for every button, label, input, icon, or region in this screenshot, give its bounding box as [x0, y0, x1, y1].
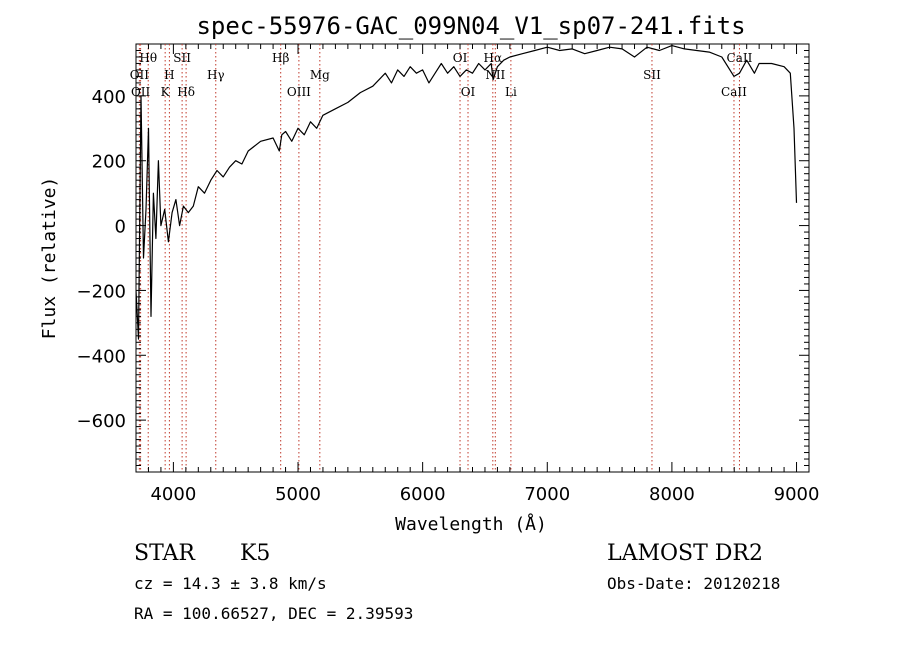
spectral-line-label: K [161, 85, 171, 99]
spectral-line-label: Hβ [272, 51, 289, 65]
spectral-line-label: Hα [484, 51, 503, 65]
y-tick-label: 200 [92, 152, 126, 173]
spectral-line-label: SII [643, 68, 661, 82]
y-tick-label: 0 [115, 217, 126, 238]
spectral-line-label: Hγ [207, 68, 225, 82]
x-tick-label: 5000 [275, 484, 321, 505]
spectral-line-label: NII [485, 68, 505, 82]
spectral-line-label: Hθ [139, 51, 157, 65]
y-axis-label: Flux (relative) [39, 177, 60, 340]
chart-title: spec-55976-GAC_099N04_V1_sp07-241.fits [196, 12, 745, 40]
sky-coordinates: RA = 100.66527, DEC = 2.39593 [134, 604, 413, 623]
y-tick-label: −200 [77, 281, 126, 302]
x-tick-label: 4000 [150, 484, 196, 505]
y-tick-label: −400 [77, 346, 126, 367]
x-tick-label: 7000 [524, 484, 570, 505]
plot-frame-box [135, 43, 810, 473]
spectral-line-label: OIII [287, 85, 311, 99]
x-axis-label: Wavelength (Å) [395, 513, 547, 535]
y-tick-label: −600 [77, 411, 126, 432]
x-tick-label: 6000 [400, 484, 446, 505]
spectrum-line [136, 44, 798, 340]
spectral-line-label: Li [505, 85, 517, 99]
y-tick-label: 400 [92, 87, 126, 108]
plot-area [135, 43, 810, 473]
object-class: STAR [134, 541, 196, 566]
redshift-velocity: cz = 14.3 ± 3.8 km/s [134, 574, 327, 593]
spectral-line-label: OI [461, 85, 476, 99]
survey-name: LAMOST DR2 [607, 541, 763, 566]
x-tick-label: 9000 [774, 484, 820, 505]
object-subclass: K5 [240, 541, 270, 566]
spectral-line-label: OI [453, 51, 468, 65]
series-layer [136, 44, 798, 340]
spectral-line-label: H [164, 68, 174, 82]
x-tick-label: 8000 [649, 484, 695, 505]
spectral-line-label: CaII [721, 85, 747, 99]
spectral-line-label: OII [130, 68, 150, 82]
axis-ticks [135, 44, 810, 472]
spectral-line-label: Mg [310, 68, 330, 82]
axis-tick-labels: 4000 5000 6000 7000 8000 9000 −600 −400 −200 0 200… [77, 87, 820, 505]
observation-date: Obs-Date: 20120218 [607, 574, 780, 593]
spectral-line-label: Hδ [177, 85, 195, 99]
spectral-line-label: SII [173, 51, 191, 65]
